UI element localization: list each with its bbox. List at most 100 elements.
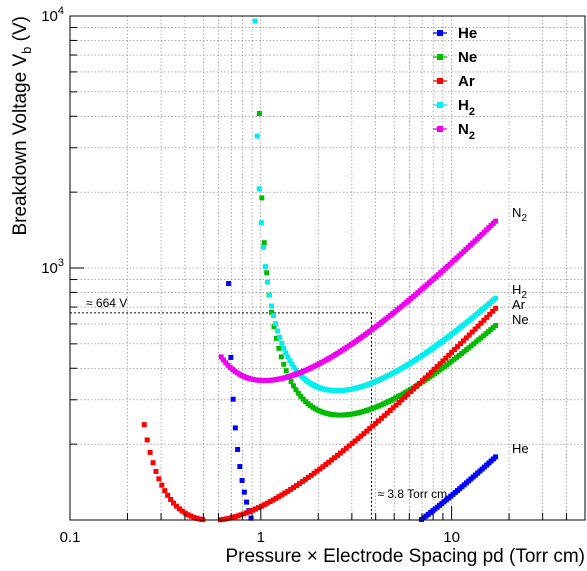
x-tick-label: 1	[257, 529, 265, 546]
data-point-Ar	[387, 407, 393, 413]
data-point-Ar	[305, 475, 311, 481]
data-point-Ar	[378, 415, 384, 421]
data-point-Ne	[269, 309, 275, 315]
curve-label-Ne: Ne	[512, 312, 529, 327]
data-point-Ar	[168, 496, 174, 502]
data-point-Ar	[179, 508, 185, 514]
data-point-H2	[260, 244, 266, 250]
data-point-Ar	[176, 506, 182, 512]
data-point-He	[237, 464, 243, 470]
data-point-Ar	[414, 383, 420, 389]
series-H2	[252, 18, 499, 394]
data-point-Ar	[460, 338, 466, 344]
data-point-Ar	[469, 329, 475, 335]
data-point-Ar	[197, 516, 203, 522]
data-point-N2	[493, 218, 499, 224]
data-point-Ar	[314, 468, 320, 474]
data-point-Ar	[250, 507, 256, 513]
data-point-Ar	[343, 445, 349, 451]
data-point-Ar	[279, 492, 285, 498]
series-Ne	[256, 111, 499, 418]
legend-label-N2: N2	[458, 121, 475, 142]
data-point-Ar	[416, 380, 422, 386]
legend-marker-Ar	[437, 78, 443, 84]
data-point-Ar	[296, 481, 302, 487]
data-point-H2	[273, 321, 279, 327]
data-point-Ar	[159, 482, 165, 488]
data-point-He	[241, 489, 247, 495]
data-point-Ne	[283, 368, 289, 374]
x-tick-label: 10	[443, 529, 460, 546]
data-point-Ar	[334, 452, 340, 458]
data-point-Ne	[298, 393, 304, 399]
curve-label-Ar: Ar	[512, 297, 526, 312]
data-point-Ar	[311, 470, 317, 476]
data-point-Ne	[293, 387, 299, 393]
legend-label-He: He	[458, 25, 477, 42]
data-point-Ar	[346, 443, 352, 449]
data-point-Ar	[490, 308, 496, 314]
legend-marker-He	[437, 30, 443, 36]
data-point-H2	[271, 312, 277, 318]
data-point-Ar	[373, 420, 379, 426]
data-point-Ar	[255, 505, 261, 511]
data-point-H2	[252, 18, 258, 24]
data-point-H2	[264, 279, 270, 285]
data-point-H2	[493, 295, 499, 301]
data-point-Ar	[364, 428, 370, 434]
annotation-guides	[70, 312, 372, 520]
data-point-He	[230, 396, 236, 402]
series-Ar	[141, 305, 499, 523]
y-tick-label: 104	[41, 5, 64, 25]
series-He	[226, 281, 499, 523]
data-point-Ar	[223, 516, 229, 522]
series-N2	[218, 218, 499, 384]
data-point-Ar	[361, 431, 367, 437]
data-point-H2	[291, 364, 297, 370]
data-point-Ne	[256, 111, 262, 117]
data-point-Ar	[449, 349, 455, 355]
data-point-Ar	[437, 361, 443, 367]
data-point-Ar	[428, 369, 434, 375]
data-point-Ar	[261, 502, 267, 508]
data-point-Ar	[185, 512, 191, 518]
data-point-Ar	[375, 418, 381, 424]
data-point-Ar	[276, 494, 282, 500]
data-point-Ar	[273, 495, 279, 501]
data-point-H2	[269, 303, 275, 309]
data-point-Ar	[419, 378, 425, 384]
data-point-Ne	[264, 270, 270, 276]
data-point-Ar	[165, 492, 171, 498]
data-point-Ne	[261, 240, 267, 246]
legend-label-H2: H2	[458, 97, 475, 118]
data-point-H2	[262, 264, 268, 270]
data-point-H2	[266, 292, 272, 298]
data-point-Ar	[173, 503, 179, 509]
data-point-Ar	[352, 438, 358, 444]
data-point-Ar	[332, 455, 338, 461]
data-point-H2	[281, 345, 287, 351]
data-point-N2	[220, 357, 226, 363]
data-point-Ar	[162, 488, 168, 494]
y-axis-title: Breakdown Voltage Vb (V)	[10, 16, 34, 236]
data-point-Ar	[463, 335, 469, 341]
data-point-Ar	[405, 391, 411, 397]
data-point-Ar	[147, 449, 153, 455]
data-point-Ar	[455, 344, 461, 350]
data-point-H2	[258, 220, 264, 226]
data-point-Ar	[244, 510, 250, 516]
axis-ticks: 0.1 1 10 103 104	[41, 5, 586, 546]
data-point-Ar	[355, 436, 361, 442]
data-point-Ar	[232, 514, 238, 520]
data-point-Ar	[367, 426, 373, 432]
data-point-Ar	[475, 323, 481, 329]
data-point-Ar	[381, 413, 387, 419]
data-point-Ar	[264, 500, 270, 506]
data-point-Ar	[258, 503, 264, 509]
data-point-Ne	[290, 383, 296, 389]
data-point-Ar	[171, 500, 177, 506]
data-series	[141, 18, 499, 523]
data-point-Ne	[259, 195, 265, 201]
data-point-Ar	[220, 516, 226, 522]
